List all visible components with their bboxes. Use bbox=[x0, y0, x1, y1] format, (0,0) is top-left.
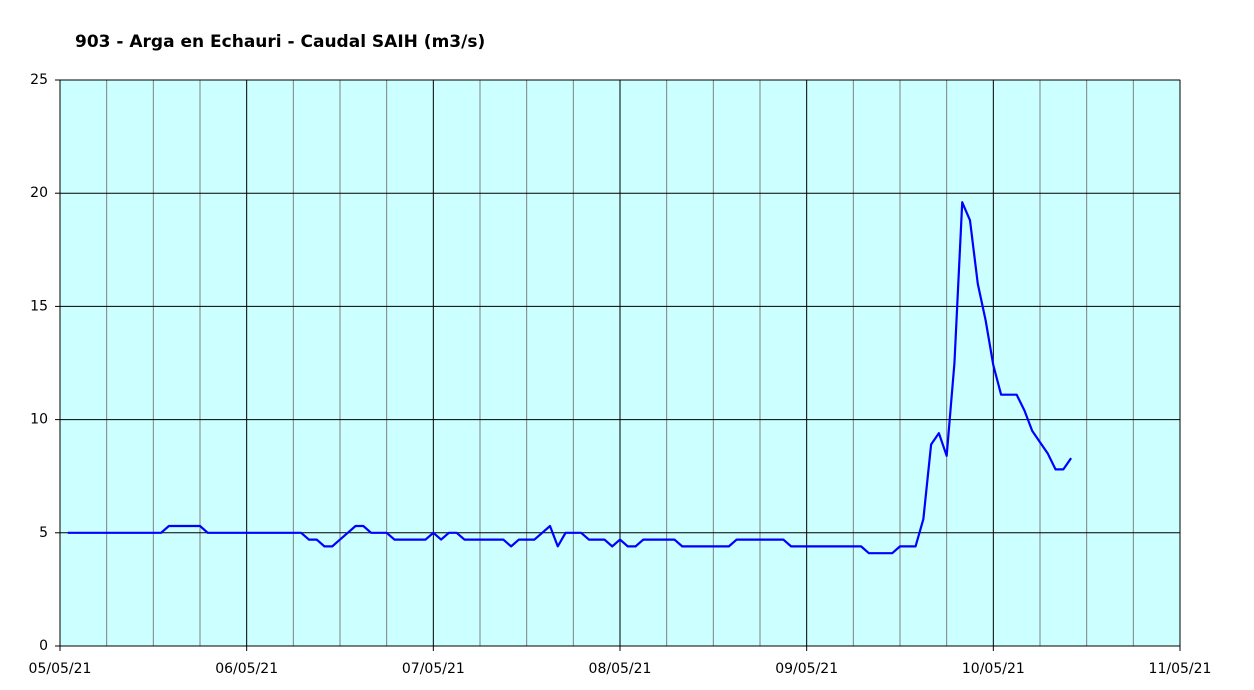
chart-title: 903 - Arga en Echauri - Caudal SAIH (m3/… bbox=[75, 32, 485, 52]
y-tick-label: 25 bbox=[30, 72, 48, 88]
x-tick-label: 11/05/21 bbox=[1149, 661, 1212, 677]
y-tick-label: 20 bbox=[30, 185, 48, 201]
y-tick-label: 15 bbox=[30, 298, 48, 314]
data-line bbox=[67, 201, 1073, 555]
y-tick-label: 0 bbox=[39, 638, 48, 654]
x-tick-label: 10/05/21 bbox=[962, 661, 1025, 677]
x-tick-label: 07/05/21 bbox=[402, 661, 465, 677]
x-tick-label: 08/05/21 bbox=[589, 661, 652, 677]
x-tick-label: 05/05/21 bbox=[29, 661, 92, 677]
x-tick-label: 09/05/21 bbox=[775, 661, 838, 677]
x-tick-label: 06/05/21 bbox=[215, 661, 278, 677]
y-tick-label: 10 bbox=[30, 412, 48, 428]
y-tick-label: 5 bbox=[39, 525, 48, 541]
